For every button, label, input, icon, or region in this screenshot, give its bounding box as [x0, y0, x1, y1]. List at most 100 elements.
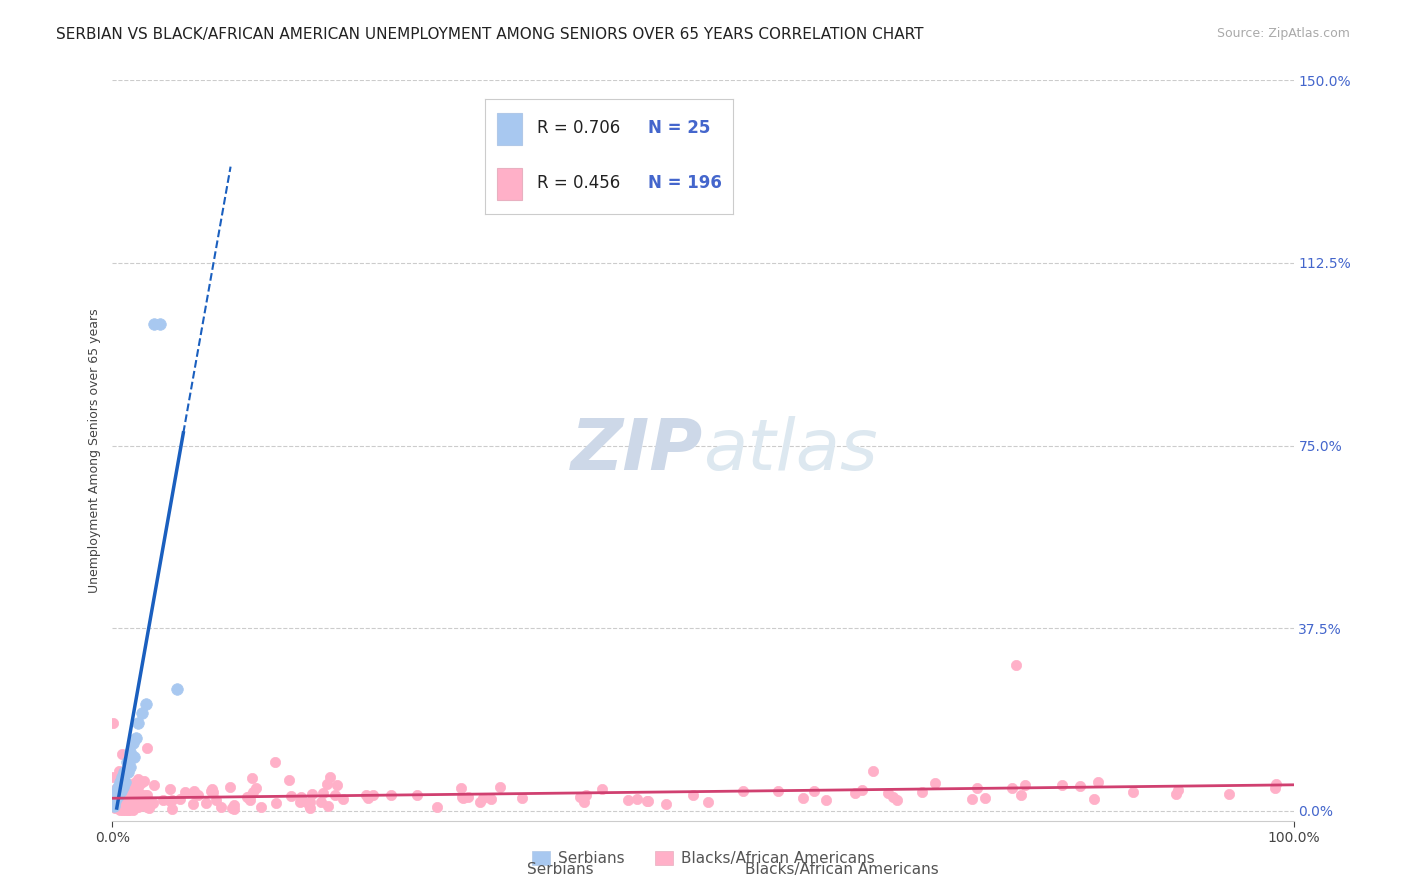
Point [288, 795, 311, 809]
Point [354, 789, 377, 803]
Point [105, 784, 128, 798]
Point [117, 803, 139, 817]
Point [882, 789, 904, 804]
Point [121, 736, 143, 750]
Point [357, 790, 380, 805]
Point [131, 776, 153, 790]
Point [637, 794, 659, 808]
Point [104, 783, 127, 797]
Point [138, 800, 160, 814]
Point [104, 792, 127, 806]
Point [204, 793, 226, 807]
Point [142, 317, 165, 331]
Point [766, 784, 789, 798]
Point [129, 798, 152, 813]
Point [183, 784, 205, 798]
Point [135, 740, 157, 755]
Point [107, 794, 129, 808]
Point [591, 781, 613, 796]
Point [104, 795, 127, 809]
Point [280, 789, 302, 804]
Point [1218, 787, 1240, 801]
Point [1010, 788, 1032, 802]
Point [135, 799, 157, 814]
Point [107, 764, 129, 778]
Text: Source: ZipAtlas.com: Source: ZipAtlas.com [1216, 27, 1350, 40]
Point [406, 788, 429, 802]
Point [201, 781, 224, 796]
Point [108, 799, 131, 814]
Point [105, 791, 128, 805]
Point [118, 801, 141, 815]
Point [108, 803, 131, 817]
Point [107, 780, 129, 794]
Point [636, 794, 658, 808]
Point [152, 793, 174, 807]
Point [966, 781, 988, 796]
Point [1005, 657, 1028, 672]
Point [125, 797, 148, 811]
Point [110, 784, 132, 798]
Point [122, 800, 145, 814]
Point [124, 794, 146, 808]
Point [103, 782, 125, 797]
Point [127, 772, 149, 787]
Point [1083, 791, 1105, 805]
Point [128, 797, 150, 811]
Point [114, 774, 136, 789]
Point [122, 788, 145, 802]
Point [886, 793, 908, 807]
Point [240, 771, 263, 785]
Point [127, 800, 149, 814]
Point [112, 797, 135, 811]
Point [120, 746, 142, 760]
Point [142, 797, 165, 811]
Point [239, 793, 262, 807]
Point [299, 800, 322, 814]
Point [309, 795, 332, 809]
Point [136, 800, 159, 814]
Point [129, 797, 152, 811]
Point [111, 789, 134, 804]
Point [291, 794, 314, 808]
Point [568, 789, 591, 804]
Point [112, 789, 135, 804]
Point [122, 798, 145, 813]
Point [299, 795, 322, 809]
Point [103, 799, 125, 814]
Point [1264, 777, 1286, 791]
Point [316, 799, 339, 814]
Point [112, 800, 135, 814]
Point [221, 801, 243, 815]
Point [298, 797, 321, 812]
Point [450, 790, 472, 805]
Point [236, 789, 259, 804]
Point [470, 795, 492, 809]
Point [120, 797, 142, 812]
Y-axis label: Unemployment Among Seniors over 65 years: Unemployment Among Seniors over 65 years [89, 308, 101, 593]
Point [111, 776, 134, 790]
Point [278, 773, 301, 788]
Point [166, 682, 188, 697]
Point [135, 697, 157, 711]
Point [111, 800, 134, 814]
Point [962, 792, 984, 806]
Point [160, 793, 183, 807]
Point [115, 796, 138, 810]
Point [183, 786, 205, 800]
Point [1166, 787, 1188, 801]
Point [361, 788, 384, 802]
Point [924, 776, 946, 790]
Point [103, 797, 125, 812]
Point [222, 802, 245, 816]
Point [195, 797, 218, 811]
Point [316, 777, 339, 791]
Point [104, 788, 127, 802]
Point [1014, 778, 1036, 792]
Point [120, 760, 142, 774]
Point [974, 791, 997, 805]
Point [159, 794, 181, 808]
Point [112, 764, 135, 779]
Point [1087, 774, 1109, 789]
Point [127, 797, 149, 811]
